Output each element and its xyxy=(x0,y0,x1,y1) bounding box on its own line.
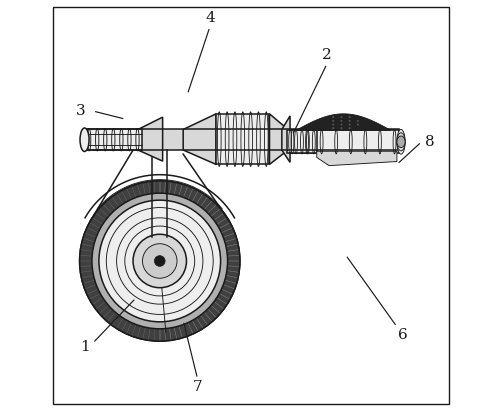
Circle shape xyxy=(133,234,186,288)
Text: 1: 1 xyxy=(80,340,89,354)
Polygon shape xyxy=(183,114,215,164)
FancyBboxPatch shape xyxy=(84,129,142,150)
Circle shape xyxy=(340,124,342,126)
Circle shape xyxy=(340,120,342,122)
Circle shape xyxy=(80,181,239,341)
Text: 4: 4 xyxy=(204,12,214,25)
Text: 3: 3 xyxy=(76,104,85,118)
Polygon shape xyxy=(281,116,290,162)
Polygon shape xyxy=(269,114,288,164)
Circle shape xyxy=(332,124,334,126)
Text: 8: 8 xyxy=(424,135,434,149)
Circle shape xyxy=(348,127,350,129)
Circle shape xyxy=(348,120,350,122)
Circle shape xyxy=(332,127,334,129)
Circle shape xyxy=(356,120,358,122)
Ellipse shape xyxy=(396,133,404,151)
Circle shape xyxy=(332,120,334,122)
Circle shape xyxy=(99,200,220,322)
Ellipse shape xyxy=(396,129,404,154)
Circle shape xyxy=(348,116,350,118)
Ellipse shape xyxy=(80,128,89,152)
Circle shape xyxy=(348,124,350,126)
Circle shape xyxy=(154,256,165,266)
Circle shape xyxy=(332,116,334,118)
Circle shape xyxy=(356,124,358,126)
Circle shape xyxy=(142,244,177,278)
Circle shape xyxy=(340,127,342,129)
Polygon shape xyxy=(138,117,162,161)
Wedge shape xyxy=(80,181,239,341)
Text: 2: 2 xyxy=(322,48,331,62)
FancyBboxPatch shape xyxy=(215,114,269,164)
Polygon shape xyxy=(316,151,396,166)
FancyBboxPatch shape xyxy=(288,130,398,153)
Text: 7: 7 xyxy=(192,380,202,394)
Ellipse shape xyxy=(396,136,404,148)
FancyBboxPatch shape xyxy=(87,129,398,150)
Circle shape xyxy=(340,116,342,118)
FancyBboxPatch shape xyxy=(287,130,316,153)
Text: 6: 6 xyxy=(397,328,407,342)
Polygon shape xyxy=(296,114,390,130)
